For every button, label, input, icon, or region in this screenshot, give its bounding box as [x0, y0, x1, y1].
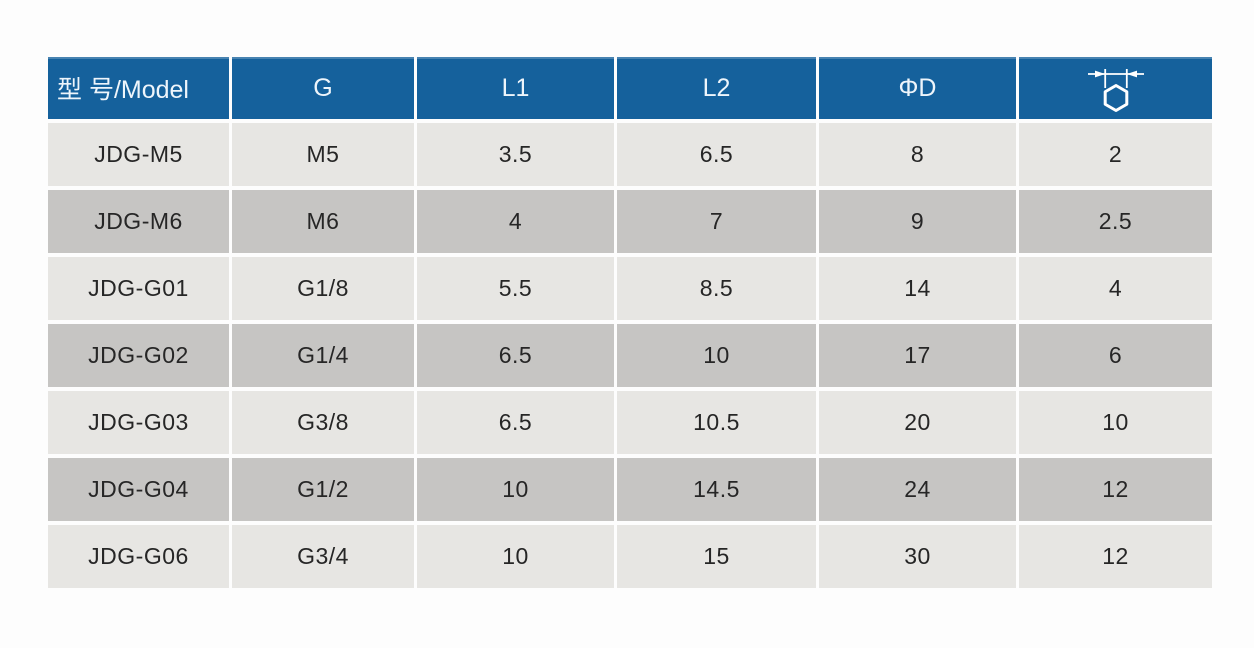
table-row-jdg-m5: JDG-M5 M5 3.5 6.5 8 2 [48, 123, 1212, 186]
cell-l1: 5.5 [417, 257, 614, 320]
cell-d: 20 [819, 391, 1016, 454]
table-row-jdg-m6: JDG-M6 M6 4 7 9 2.5 [48, 190, 1212, 253]
header-l2: L2 [617, 57, 816, 119]
hex-width-across-flats-icon [1087, 68, 1144, 112]
cell-l1: 6.5 [417, 391, 614, 454]
cell-l2: 6.5 [617, 123, 816, 186]
cell-g: G1/8 [232, 257, 414, 320]
cell-l1: 10 [417, 458, 614, 521]
cell-l1: 3.5 [417, 123, 614, 186]
cell-hex: 12 [1019, 525, 1212, 588]
cell-g: M5 [232, 123, 414, 186]
cell-g: G3/4 [232, 525, 414, 588]
cell-l2: 10.5 [617, 391, 816, 454]
cell-l1: 10 [417, 525, 614, 588]
cell-d: 9 [819, 190, 1016, 253]
cell-l1: 6.5 [417, 324, 614, 387]
cell-d: 14 [819, 257, 1016, 320]
header-l1: L1 [417, 57, 614, 119]
table-row-jdg-g01: JDG-G01 G1/8 5.5 8.5 14 4 [48, 257, 1212, 320]
cell-g: M6 [232, 190, 414, 253]
spec-table: 型 号/Model G L1 L2 ΦD JDG-M5 M5 3.5 6.5 [45, 53, 1215, 592]
table-row-jdg-g02: JDG-G02 G1/4 6.5 10 17 6 [48, 324, 1212, 387]
header-hex [1019, 57, 1212, 119]
cell-l2: 7 [617, 190, 816, 253]
cell-hex: 2.5 [1019, 190, 1212, 253]
cell-model: JDG-M5 [48, 123, 229, 186]
cell-model: JDG-G03 [48, 391, 229, 454]
cell-g: G1/4 [232, 324, 414, 387]
cell-hex: 4 [1019, 257, 1212, 320]
table-row-jdg-g04: JDG-G04 G1/2 10 14.5 24 12 [48, 458, 1212, 521]
cell-hex: 12 [1019, 458, 1212, 521]
cell-d: 30 [819, 525, 1016, 588]
cell-l2: 10 [617, 324, 816, 387]
header-model: 型 号/Model [48, 57, 229, 119]
cell-g: G1/2 [232, 458, 414, 521]
cell-l2: 15 [617, 525, 816, 588]
header-g: G [232, 57, 414, 119]
cell-model: JDG-M6 [48, 190, 229, 253]
cell-l2: 14.5 [617, 458, 816, 521]
cell-d: 8 [819, 123, 1016, 186]
cell-l1: 4 [417, 190, 614, 253]
header-row: 型 号/Model G L1 L2 ΦD [48, 57, 1212, 119]
cell-hex: 10 [1019, 391, 1212, 454]
cell-model: JDG-G01 [48, 257, 229, 320]
cell-hex: 6 [1019, 324, 1212, 387]
cell-model: JDG-G04 [48, 458, 229, 521]
cell-model: JDG-G02 [48, 324, 229, 387]
header-d: ΦD [819, 57, 1016, 119]
table-row-jdg-g03: JDG-G03 G3/8 6.5 10.5 20 10 [48, 391, 1212, 454]
table-row-jdg-g06: JDG-G06 G3/4 10 15 30 12 [48, 525, 1212, 588]
cell-l2: 8.5 [617, 257, 816, 320]
cell-hex: 2 [1019, 123, 1212, 186]
cell-g: G3/8 [232, 391, 414, 454]
cell-d: 24 [819, 458, 1016, 521]
cell-d: 17 [819, 324, 1016, 387]
cell-model: JDG-G06 [48, 525, 229, 588]
